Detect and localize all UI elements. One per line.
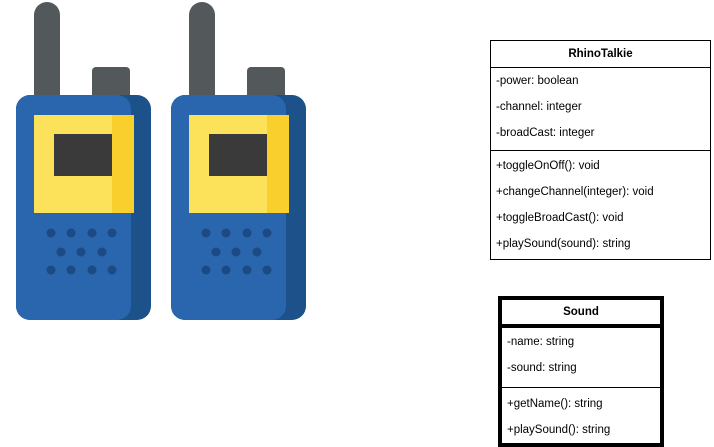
walkie-talkie-left [16, 2, 151, 320]
display-screen [54, 134, 112, 176]
speaker-hole [66, 228, 76, 238]
operation-play-sound: +playSound(sound): string [496, 238, 631, 250]
class-box-rhinotalkie[interactable]: RhinoTalkie -power: boolean -channel: in… [490, 40, 711, 260]
operation-toggle-broadcast: +toggleBroadCast(): void [496, 212, 624, 224]
operation-play-sound: +playSound(): string [507, 424, 611, 436]
speaker-hole [46, 228, 56, 238]
display-screen [209, 134, 267, 176]
speaker-hole [211, 247, 221, 257]
antenna [189, 2, 215, 112]
speaker-hole [201, 228, 211, 238]
speaker-hole [242, 228, 252, 238]
speaker-hole [87, 228, 97, 238]
speaker-hole [201, 265, 211, 275]
attribute-sound: -sound: string [507, 362, 577, 374]
speaker-hole [66, 265, 76, 275]
antenna [34, 2, 60, 112]
attribute-name: -name: string [507, 336, 575, 348]
attribute-power: -power: boolean [496, 75, 579, 87]
speaker-hole [262, 265, 272, 275]
speaker-hole [46, 265, 56, 275]
operation-change-channel: +changeChannel(integer): void [496, 186, 654, 198]
speaker-hole [221, 228, 231, 238]
walkie-talkie-right [171, 2, 306, 320]
speaker-hole [242, 265, 252, 275]
class-name: RhinoTalkie [491, 41, 710, 68]
speaker-hole [56, 247, 66, 257]
operation-section: +toggleOnOff(): void +changeChannel(inte… [491, 150, 710, 259]
class-box-sound[interactable]: Sound -name: string -sound: string +getN… [498, 296, 664, 447]
operation-section: +getName(): string +playSound(): string [502, 387, 660, 443]
operation-toggle-on-off: +toggleOnOff(): void [496, 160, 600, 172]
attribute-broadcast: -broadCast: integer [496, 127, 595, 139]
speaker-hole [97, 247, 107, 257]
speaker-hole [76, 247, 86, 257]
speaker-hole [262, 228, 272, 238]
walkie-talkies-illustration [16, 2, 306, 320]
attribute-channel: -channel: integer [496, 101, 582, 113]
speaker-hole [252, 247, 262, 257]
class-name: Sound [502, 300, 660, 328]
attribute-section: -name: string -sound: string [502, 328, 660, 387]
speaker-hole [221, 265, 231, 275]
speaker-hole [107, 228, 117, 238]
attribute-section: -power: boolean -channel: integer -broad… [491, 68, 710, 150]
speaker-hole [231, 247, 241, 257]
operation-get-name: +getName(): string [507, 398, 603, 410]
speaker-hole [87, 265, 97, 275]
speaker-hole [107, 265, 117, 275]
